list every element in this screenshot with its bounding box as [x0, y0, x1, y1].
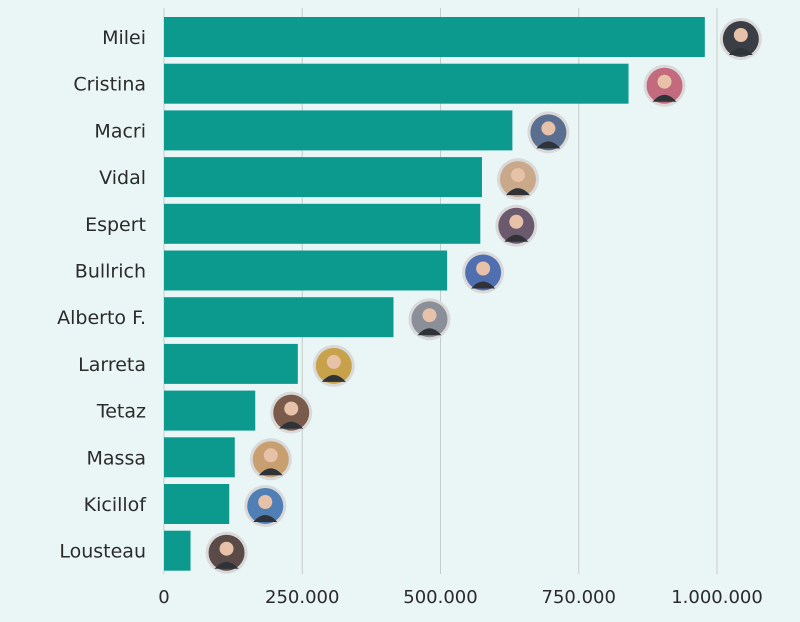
x-axis-tick-layer: 0 250.000 500.000 750.000 1.000.000	[158, 587, 763, 608]
avatar-shoulders-6	[417, 328, 442, 336]
avatar-shoulders-2	[536, 141, 561, 149]
avatar-face-5	[476, 261, 491, 276]
avatar-face-0	[733, 28, 748, 42]
bar-0	[164, 17, 705, 57]
x-tick-label-2: 500.000	[403, 587, 477, 608]
avatar-9	[249, 438, 292, 481]
avatar-shoulders-11	[214, 561, 239, 569]
avatar-shoulders-10	[253, 515, 278, 522]
category-label-1: Cristina	[73, 74, 146, 96]
bar-7	[164, 343, 298, 384]
category-label-4: Espert	[85, 214, 146, 236]
category-label-10: Kicillof	[84, 494, 148, 516]
avatar-face-3	[510, 168, 525, 183]
avatar-3	[496, 158, 539, 201]
bar-5	[164, 250, 448, 291]
avatar-face-10	[258, 495, 273, 509]
bar-layer	[164, 17, 705, 571]
bar-2	[164, 110, 513, 151]
category-label-11: Lousteau	[59, 541, 146, 563]
category-label-8: Tetaz	[96, 401, 146, 423]
avatar-shoulders-3	[505, 188, 530, 196]
category-label-9: Massa	[87, 447, 146, 469]
x-tick-label-4: 1.000.000	[671, 587, 763, 608]
bar-1	[164, 63, 629, 104]
avatar-8	[270, 391, 313, 434]
avatar-shoulders-7	[321, 374, 346, 382]
category-label-2: Macri	[94, 120, 146, 142]
avatar-shoulders-8	[279, 421, 304, 429]
bar-11	[164, 530, 191, 571]
avatar-11	[205, 531, 248, 574]
avatar-layer	[205, 18, 762, 574]
avatar-shoulders-1	[652, 94, 677, 102]
avatar-face-7	[326, 354, 341, 369]
category-label-7: Larreta	[78, 354, 146, 376]
avatar-shoulders-5	[471, 281, 496, 289]
avatar-face-11	[219, 541, 234, 556]
avatar-face-6	[422, 308, 437, 323]
avatar-face-9	[263, 448, 278, 463]
avatar-2	[527, 111, 570, 154]
avatar-4	[495, 204, 538, 247]
bar-6	[164, 297, 394, 338]
category-label-6: Alberto F.	[57, 307, 146, 329]
avatar-0	[719, 18, 762, 60]
avatar-face-8	[284, 401, 299, 416]
bar-4	[164, 203, 481, 244]
bar-8	[164, 390, 256, 431]
avatar-10	[244, 485, 287, 527]
bar-9	[164, 437, 235, 478]
avatar-shoulders-9	[258, 468, 283, 476]
x-tick-label-1: 250.000	[265, 587, 339, 608]
avatar-1	[643, 64, 686, 107]
category-label-layer: Milei Cristina Macri Vidal Espert Bullrich Alb…	[57, 27, 147, 563]
category-label-0: Milei	[102, 27, 146, 49]
avatar-shoulders-0	[728, 48, 753, 55]
bar-3	[164, 157, 482, 198]
category-label-5: Bullrich	[75, 261, 146, 283]
x-tick-label-0: 0	[158, 587, 169, 608]
avatar-shoulders-4	[504, 234, 529, 242]
avatar-face-1	[657, 74, 672, 89]
category-label-3: Vidal	[99, 167, 146, 189]
avatar-6	[408, 298, 451, 341]
avatar-7	[312, 344, 355, 387]
avatar-face-4	[509, 214, 524, 229]
avatar-face-2	[541, 121, 556, 136]
bar-10	[164, 484, 230, 524]
x-tick-label-3: 750.000	[542, 587, 616, 608]
avatar-5	[462, 251, 505, 294]
